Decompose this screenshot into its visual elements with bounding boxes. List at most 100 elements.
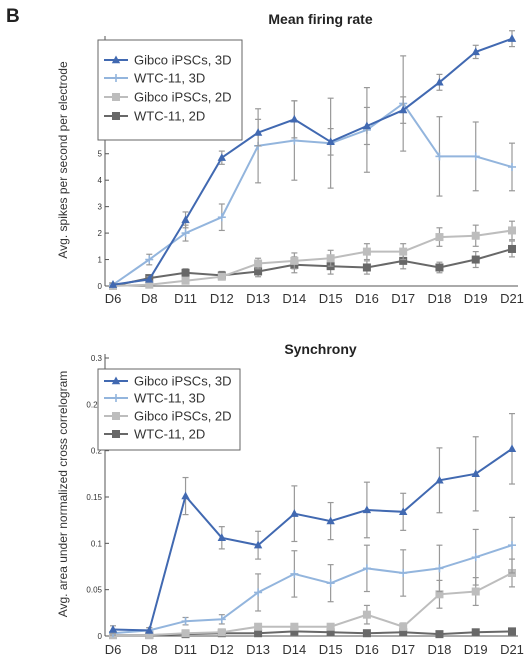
legend-marker xyxy=(112,412,120,420)
panel-letter: B xyxy=(6,6,20,27)
legend-label: Gibco iPSCs, 3D xyxy=(134,374,232,389)
data-point xyxy=(508,244,516,253)
data-point xyxy=(471,47,480,56)
data-point xyxy=(145,625,154,634)
data-point xyxy=(435,77,444,86)
data-point xyxy=(326,622,335,631)
series-line xyxy=(112,102,513,286)
x-tick-label: D11 xyxy=(174,642,197,657)
x-tick-label: D6 xyxy=(105,291,122,306)
data-point xyxy=(399,622,408,631)
legend-label: WTC-11, 2D xyxy=(134,109,205,124)
data-point xyxy=(326,254,335,263)
y-tick-label: 0 xyxy=(98,632,103,641)
data-point xyxy=(253,128,263,136)
legend: Gibco iPSCs, 3D WTC-11, 3D Gibco iPSCs, 2D… xyxy=(97,39,243,141)
data-point xyxy=(399,247,408,256)
y-tick-label: 0.05 xyxy=(86,586,102,595)
y-tick-label: 0.15 xyxy=(86,493,102,502)
y-axis-label: Avg. spikes per second per electrode xyxy=(56,61,70,259)
legend-marker xyxy=(111,376,121,385)
legend-marker xyxy=(112,93,120,101)
data-point xyxy=(471,553,480,562)
legend-marker xyxy=(112,74,120,82)
data-point xyxy=(362,564,371,573)
y-axis-label: Avg. area under normalized cross correlo… xyxy=(56,371,70,618)
data-point xyxy=(435,263,444,272)
series-line xyxy=(112,447,513,632)
data-point xyxy=(435,564,444,573)
x-tick-label: D15 xyxy=(319,291,343,306)
x-tick-label: D21 xyxy=(500,291,524,306)
data-point xyxy=(145,280,154,289)
data-point xyxy=(362,629,371,638)
x-tick-label: D21 xyxy=(500,642,524,657)
series-0 xyxy=(108,413,517,634)
x-tick-label: D19 xyxy=(464,291,488,306)
legend-label: WTC-11, 3D xyxy=(134,391,205,406)
series-line xyxy=(112,229,513,287)
data-point xyxy=(435,152,444,161)
data-point xyxy=(471,255,480,264)
data-point xyxy=(290,114,299,123)
data-point xyxy=(254,629,263,638)
data-point xyxy=(508,541,516,550)
series-2 xyxy=(109,220,516,290)
x-tick-label: D8 xyxy=(141,291,158,306)
y-tick-label: 0.3 xyxy=(91,354,103,363)
data-point xyxy=(399,628,408,637)
data-point xyxy=(471,231,480,240)
data-point xyxy=(181,215,190,224)
x-tick-label: D11 xyxy=(174,291,197,306)
x-tick-label: D19 xyxy=(464,642,488,657)
legend-label: Gibco iPSCs, 2D xyxy=(134,90,232,105)
chart-synchrony: Synchrony Avg. area under normalized cros… xyxy=(56,341,524,657)
y-tick-label: 0 xyxy=(98,282,103,291)
legend-label: WTC-11, 3D xyxy=(134,71,205,86)
data-point xyxy=(435,475,444,484)
data-point xyxy=(254,622,263,631)
data-point xyxy=(108,280,118,288)
data-point xyxy=(290,509,299,517)
series-line xyxy=(113,572,513,637)
data-point xyxy=(435,233,444,242)
data-point xyxy=(181,617,190,626)
y-tick-label: 0.2 xyxy=(91,447,103,456)
x-tick-label: D17 xyxy=(391,642,415,657)
legend-marker xyxy=(111,55,121,64)
data-point xyxy=(471,152,480,161)
y-tick-label: 5 xyxy=(98,150,103,159)
x-tick-label: D14 xyxy=(282,642,306,657)
x-tick-label: D12 xyxy=(210,642,234,657)
chart-title: Synchrony xyxy=(284,341,357,357)
data-point xyxy=(507,34,517,42)
y-tick-label: 0.1 xyxy=(91,539,103,548)
legend-box xyxy=(97,368,241,451)
legend-marker xyxy=(112,430,120,438)
data-point xyxy=(217,272,226,281)
series-line xyxy=(112,544,513,635)
data-point xyxy=(507,444,517,453)
series-line xyxy=(112,248,513,287)
data-point xyxy=(145,631,154,640)
chart-title: Mean firing rate xyxy=(268,11,372,27)
x-tick-label: D8 xyxy=(141,642,158,657)
data-point xyxy=(362,505,372,514)
data-point xyxy=(217,213,226,222)
data-point xyxy=(181,268,190,277)
data-point xyxy=(254,259,263,268)
data-point xyxy=(362,247,371,256)
data-point xyxy=(398,507,408,516)
data-point xyxy=(145,255,154,264)
data-point xyxy=(181,491,190,500)
data-point xyxy=(471,587,480,596)
data-point xyxy=(326,628,335,637)
y-tick-label: 0.25 xyxy=(86,400,102,409)
data-point xyxy=(471,628,480,637)
data-point xyxy=(217,533,227,541)
legend-marker xyxy=(112,394,120,402)
data-point xyxy=(254,588,263,597)
x-tick-label: D13 xyxy=(246,291,270,306)
data-point xyxy=(108,625,118,633)
